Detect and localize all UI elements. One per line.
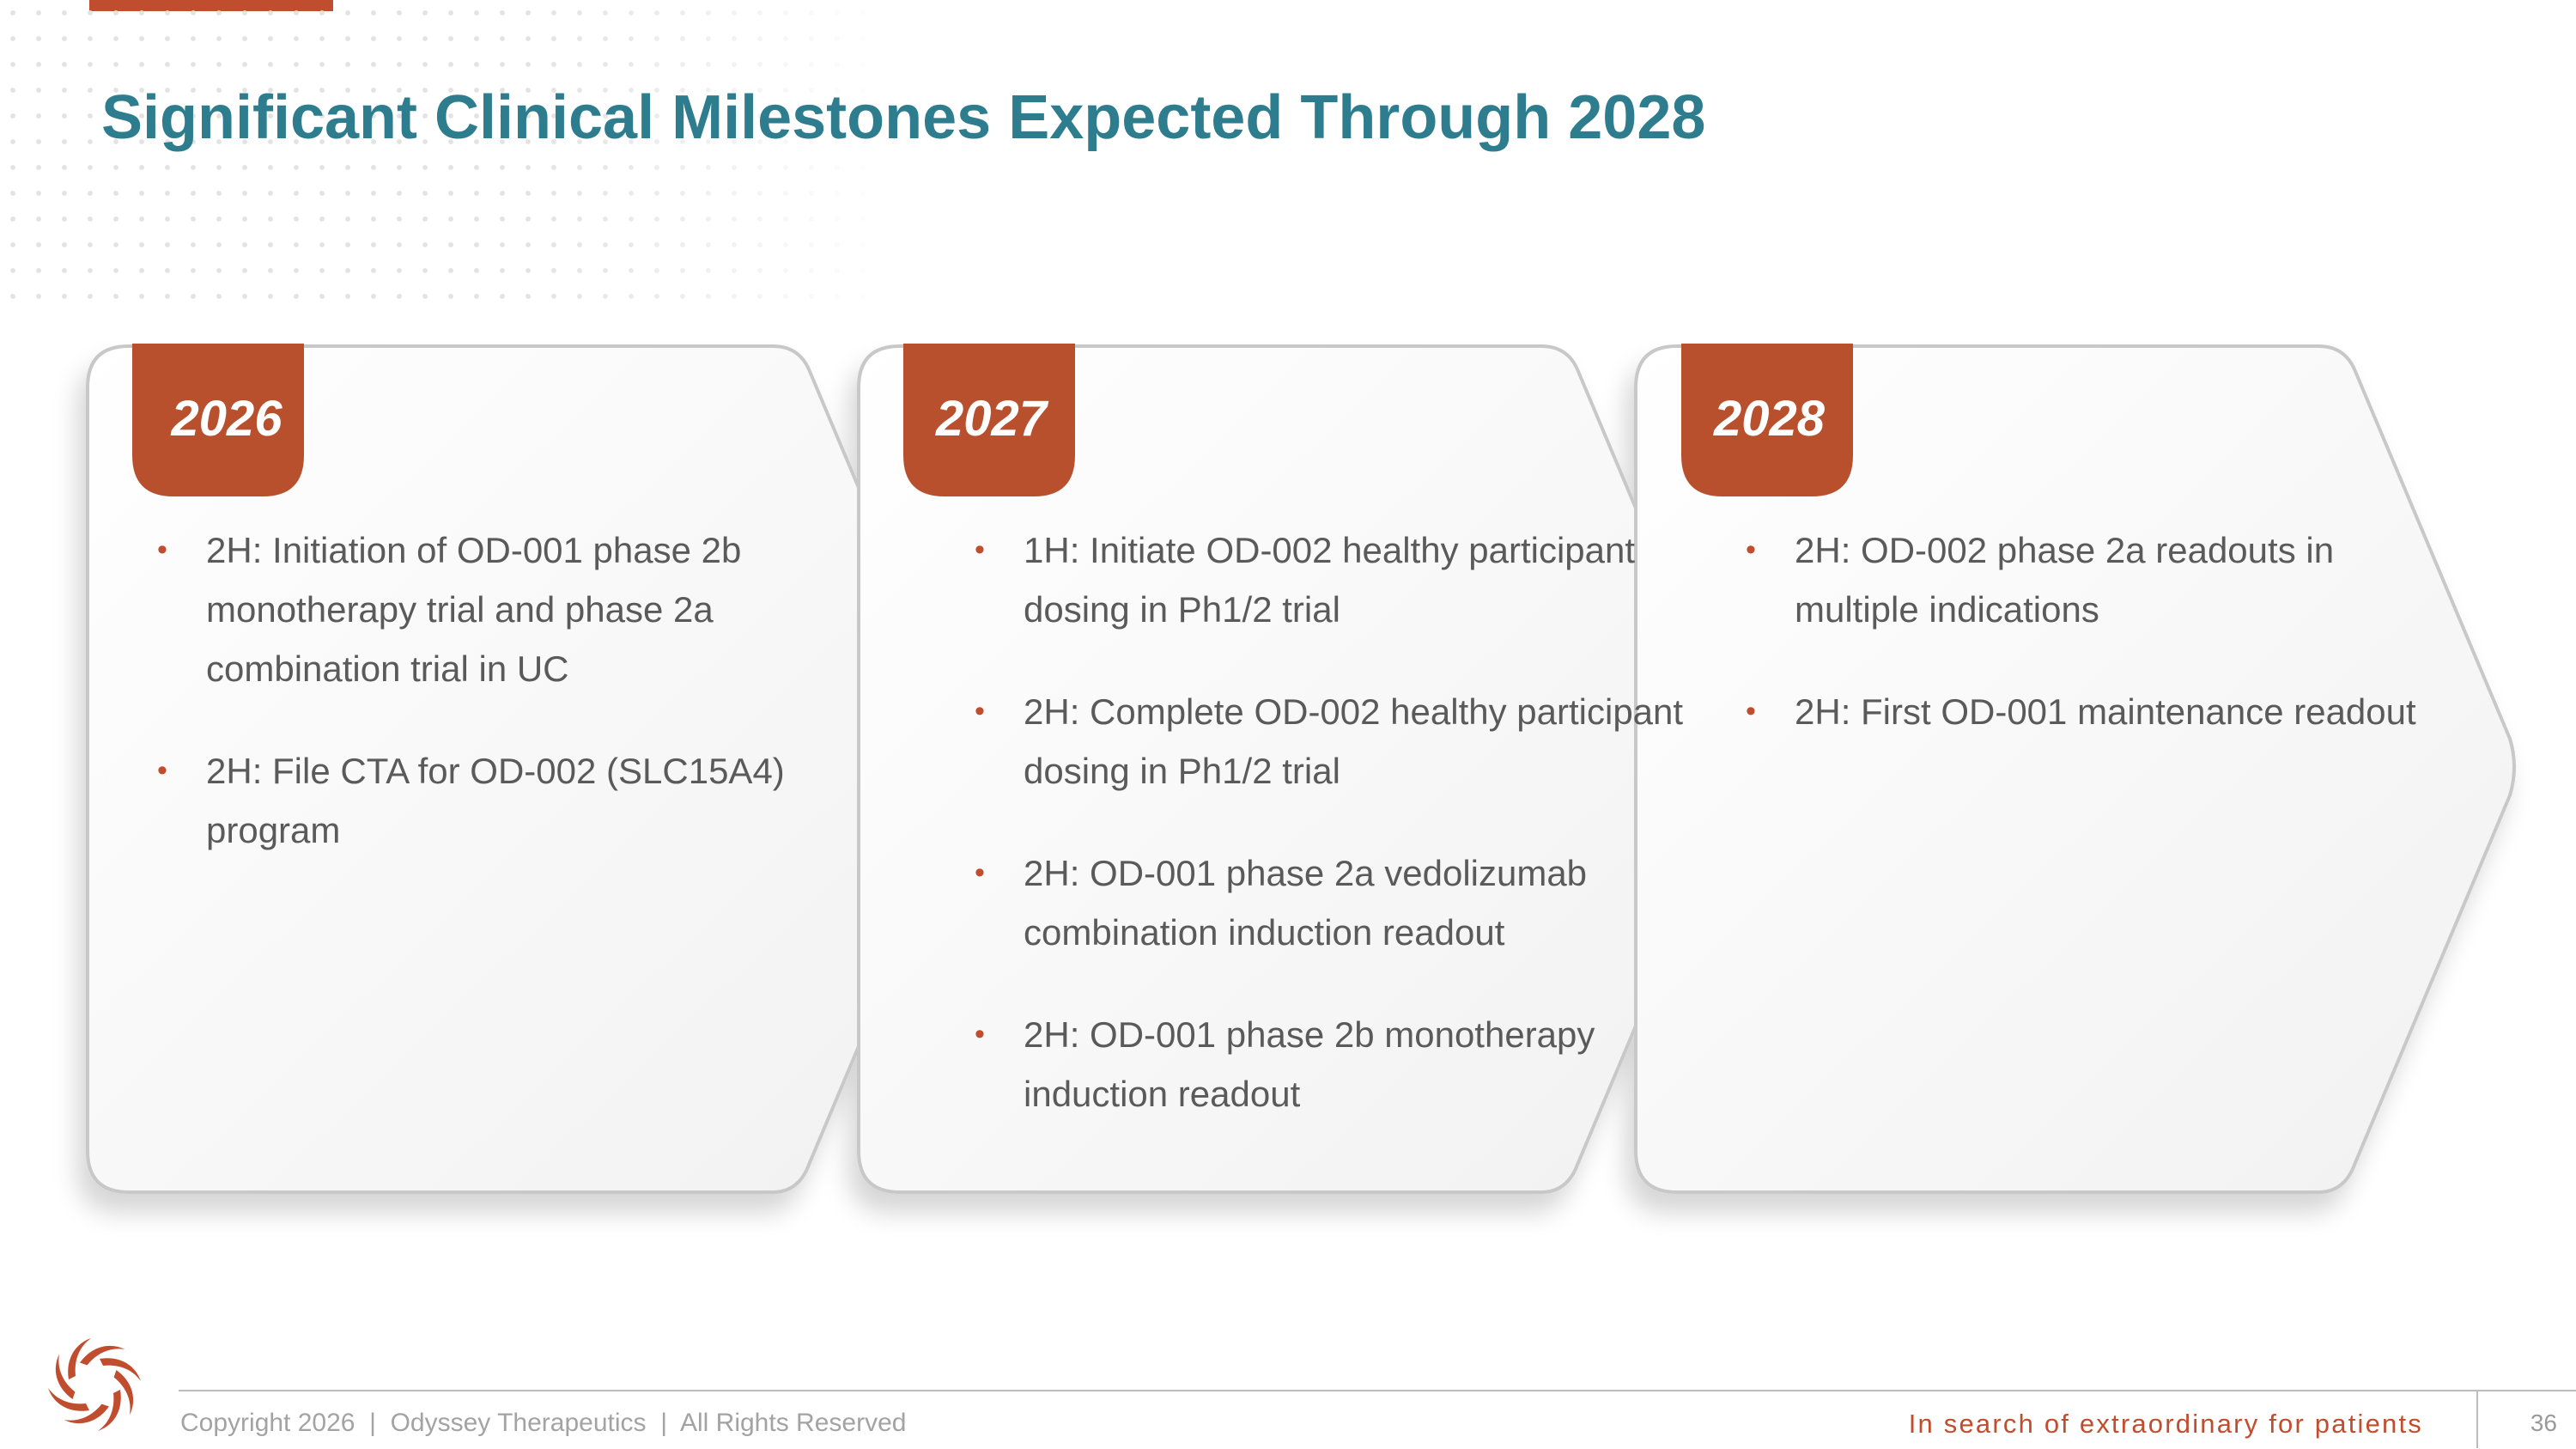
list-item: • 1H: Initiate OD-002 healthy participant… xyxy=(975,521,1687,639)
bullet-dot-icon: • xyxy=(1746,533,1756,566)
milestone-text: 2H: Initiation of OD-001 phase 2b monoth… xyxy=(206,530,742,689)
milestone-list-2027: • 1H: Initiate OD-002 healthy participant… xyxy=(975,521,1687,1166)
bullet-dot-icon: • xyxy=(975,856,985,889)
year-label-2028: 2028 xyxy=(1713,391,1826,447)
list-item: • 2H: Initiation of OD-001 phase 2b monot… xyxy=(157,521,797,698)
bullet-dot-icon: • xyxy=(975,533,985,566)
milestone-list-2026: • 2H: Initiation of OD-001 phase 2b monot… xyxy=(157,521,797,903)
page-title: Significant Clinical Milestones Expected… xyxy=(101,83,1706,152)
bullet-dot-icon: • xyxy=(157,533,167,566)
bullet-dot-icon: • xyxy=(975,1018,985,1050)
milestone-text: 2H: File CTA for OD-002 (SLC15A4) progra… xyxy=(206,751,785,850)
card-shape-2026 xyxy=(86,344,970,1194)
dot-pattern-decoration xyxy=(0,0,893,318)
milestone-text: 2H: First OD-001 maintenance readout xyxy=(1795,691,2416,732)
copyright-text: Copyright 2026 | Odyssey Therapeutics | … xyxy=(180,1409,907,1437)
year-label-2026: 2026 xyxy=(171,391,283,447)
list-item: • 2H: OD-001 phase 2b monotherapy inducti… xyxy=(975,1005,1687,1123)
list-item: • 2H: First OD-001 maintenance readout xyxy=(1746,682,2424,741)
milestone-text: 2H: OD-002 phase 2a readouts in multiple… xyxy=(1795,530,2335,630)
card-shape-2028 xyxy=(1634,344,2516,1194)
list-item: • 2H: OD-001 phase 2a vedolizumab combina… xyxy=(975,843,1687,962)
milestone-text: 2H: OD-001 phase 2b monotherapy inductio… xyxy=(1024,1014,1595,1114)
year-tab-2028 xyxy=(1681,344,1853,496)
year-tab-2027 xyxy=(903,344,1075,496)
year-tab-2026 xyxy=(132,344,304,496)
list-item: • 2H: File CTA for OD-002 (SLC15A4) progr… xyxy=(157,741,797,860)
bullet-dot-icon: • xyxy=(1746,695,1756,728)
year-label-2027: 2027 xyxy=(935,391,1048,447)
footer-divider xyxy=(2476,1390,2478,1448)
swirl-logo-icon xyxy=(43,1333,146,1436)
page-number: 36 xyxy=(2530,1409,2557,1436)
milestone-text: 2H: Complete OD-002 healthy participant … xyxy=(1024,691,1684,791)
milestone-text: 2H: OD-001 phase 2a vedolizumab combinat… xyxy=(1024,853,1588,953)
bullet-dot-icon: • xyxy=(157,754,167,787)
list-item: • 2H: OD-002 phase 2a readouts in multipl… xyxy=(1746,521,2424,639)
card-shape-2027 xyxy=(857,344,1739,1194)
footer-rule xyxy=(179,1390,2576,1391)
milestone-text: 1H: Initiate OD-002 healthy participant … xyxy=(1024,530,1636,630)
list-item: • 2H: Complete OD-002 healthy participant… xyxy=(975,682,1687,801)
tagline-text: In search of extraordinary for patients xyxy=(1908,1409,2423,1439)
milestone-list-2028: • 2H: OD-002 phase 2a readouts in multipl… xyxy=(1746,521,2424,784)
bullet-dot-icon: • xyxy=(975,695,985,728)
